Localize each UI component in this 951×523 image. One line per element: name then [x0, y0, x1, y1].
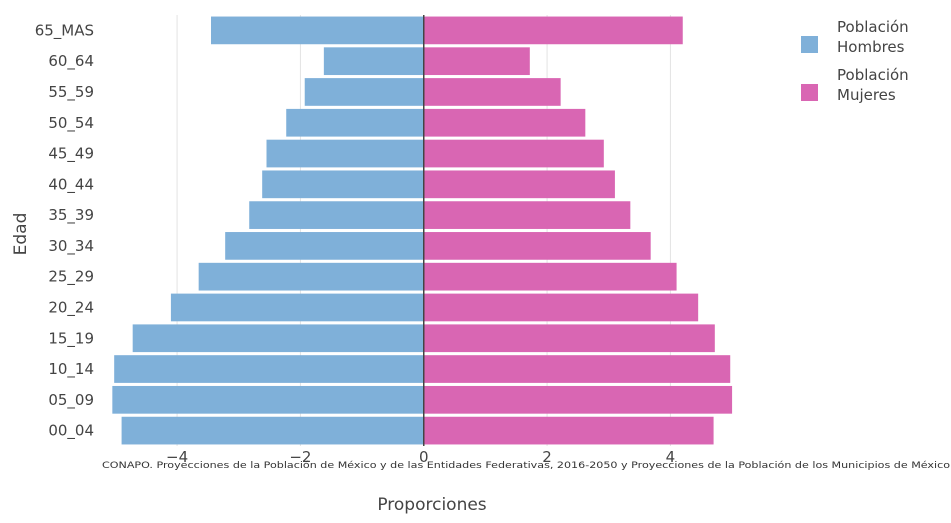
- bar-mujeres-00_04: [423, 416, 714, 445]
- bar-mujeres-20_24: [423, 293, 699, 322]
- bar-hombres-10_14: [114, 355, 424, 383]
- bar-mujeres-25_29: [423, 262, 677, 291]
- bar-hombres-05_09: [112, 385, 424, 414]
- x-tick-label: −4: [166, 448, 188, 466]
- legend-label: Hombres: [837, 38, 905, 56]
- bar-mujeres-40_44: [423, 170, 615, 199]
- bar-hombres-40_44: [262, 170, 424, 199]
- bar-hombres-55_59: [304, 78, 424, 106]
- bar-mujeres-30_34: [423, 232, 651, 260]
- bar-hombres-25_29: [198, 262, 424, 291]
- x-tick-label: −2: [289, 448, 311, 466]
- bar-mujeres-45_49: [423, 139, 604, 168]
- bar-hombres-00_04: [121, 416, 424, 445]
- y-tick-label: 50_54: [48, 114, 94, 133]
- bar-hombres-50_54: [286, 108, 424, 137]
- bar-mujeres-10_14: [423, 355, 731, 383]
- source-note: CONAPO. Proyecciones de la Población de …: [102, 460, 950, 471]
- bar-hombres-15_19: [132, 324, 424, 353]
- y-tick-label: 25_29: [48, 268, 94, 287]
- y-tick-label: 40_44: [48, 175, 94, 194]
- bar-hombres-30_34: [225, 232, 424, 260]
- x-axis-title: Proporciones: [377, 495, 486, 515]
- bar-hombres-45_49: [266, 139, 424, 168]
- y-axis-title: Edad: [11, 213, 31, 256]
- y-tick-label: 60_64: [48, 52, 94, 71]
- legend-label: Población: [837, 66, 909, 84]
- y-tick-label: 05_09: [48, 391, 94, 410]
- bar-mujeres-35_39: [423, 201, 631, 229]
- legend: Población Hombres Población Mujeres: [801, 18, 909, 104]
- y-tick-label: 00_04: [48, 422, 94, 441]
- bar-hombres-20_24: [170, 293, 424, 322]
- y-tick-label: 45_49: [48, 145, 94, 164]
- bar-mujeres-50_54: [423, 108, 586, 137]
- legend-label: Mujeres: [837, 86, 896, 104]
- y-tick-label: 20_24: [48, 298, 94, 317]
- bars-layer: [112, 16, 733, 445]
- legend-swatch: [801, 36, 818, 53]
- bar-mujeres-05_09: [423, 385, 733, 414]
- bar-mujeres-15_19: [423, 324, 715, 353]
- bar-mujeres-55_59: [423, 78, 561, 106]
- y-tick-label: 30_34: [48, 237, 94, 256]
- y-tick-label: 15_19: [48, 329, 94, 348]
- x-tick-label: 2: [542, 448, 552, 466]
- x-tick-label: 4: [666, 448, 676, 466]
- y-tick-label: 65_MAS: [35, 21, 94, 40]
- bar-mujeres-65_MAS: [423, 16, 683, 45]
- y-tick-label: 55_59: [48, 83, 94, 102]
- legend-label: Población: [837, 18, 909, 36]
- y-tick-label: 10_14: [48, 360, 94, 379]
- bar-hombres-60_64: [323, 47, 424, 76]
- x-tick-label: 0: [419, 448, 429, 466]
- legend-swatch: [801, 84, 818, 101]
- bar-hombres-35_39: [249, 201, 424, 229]
- y-tick-label: 35_39: [48, 206, 94, 225]
- bar-mujeres-60_64: [423, 47, 530, 76]
- axis-layer: −4 −2 0 2 4 65_MAS 60_64 55_59 50_54 45_49 40_44 35…: [35, 15, 676, 466]
- bar-hombres-65_MAS: [211, 16, 424, 45]
